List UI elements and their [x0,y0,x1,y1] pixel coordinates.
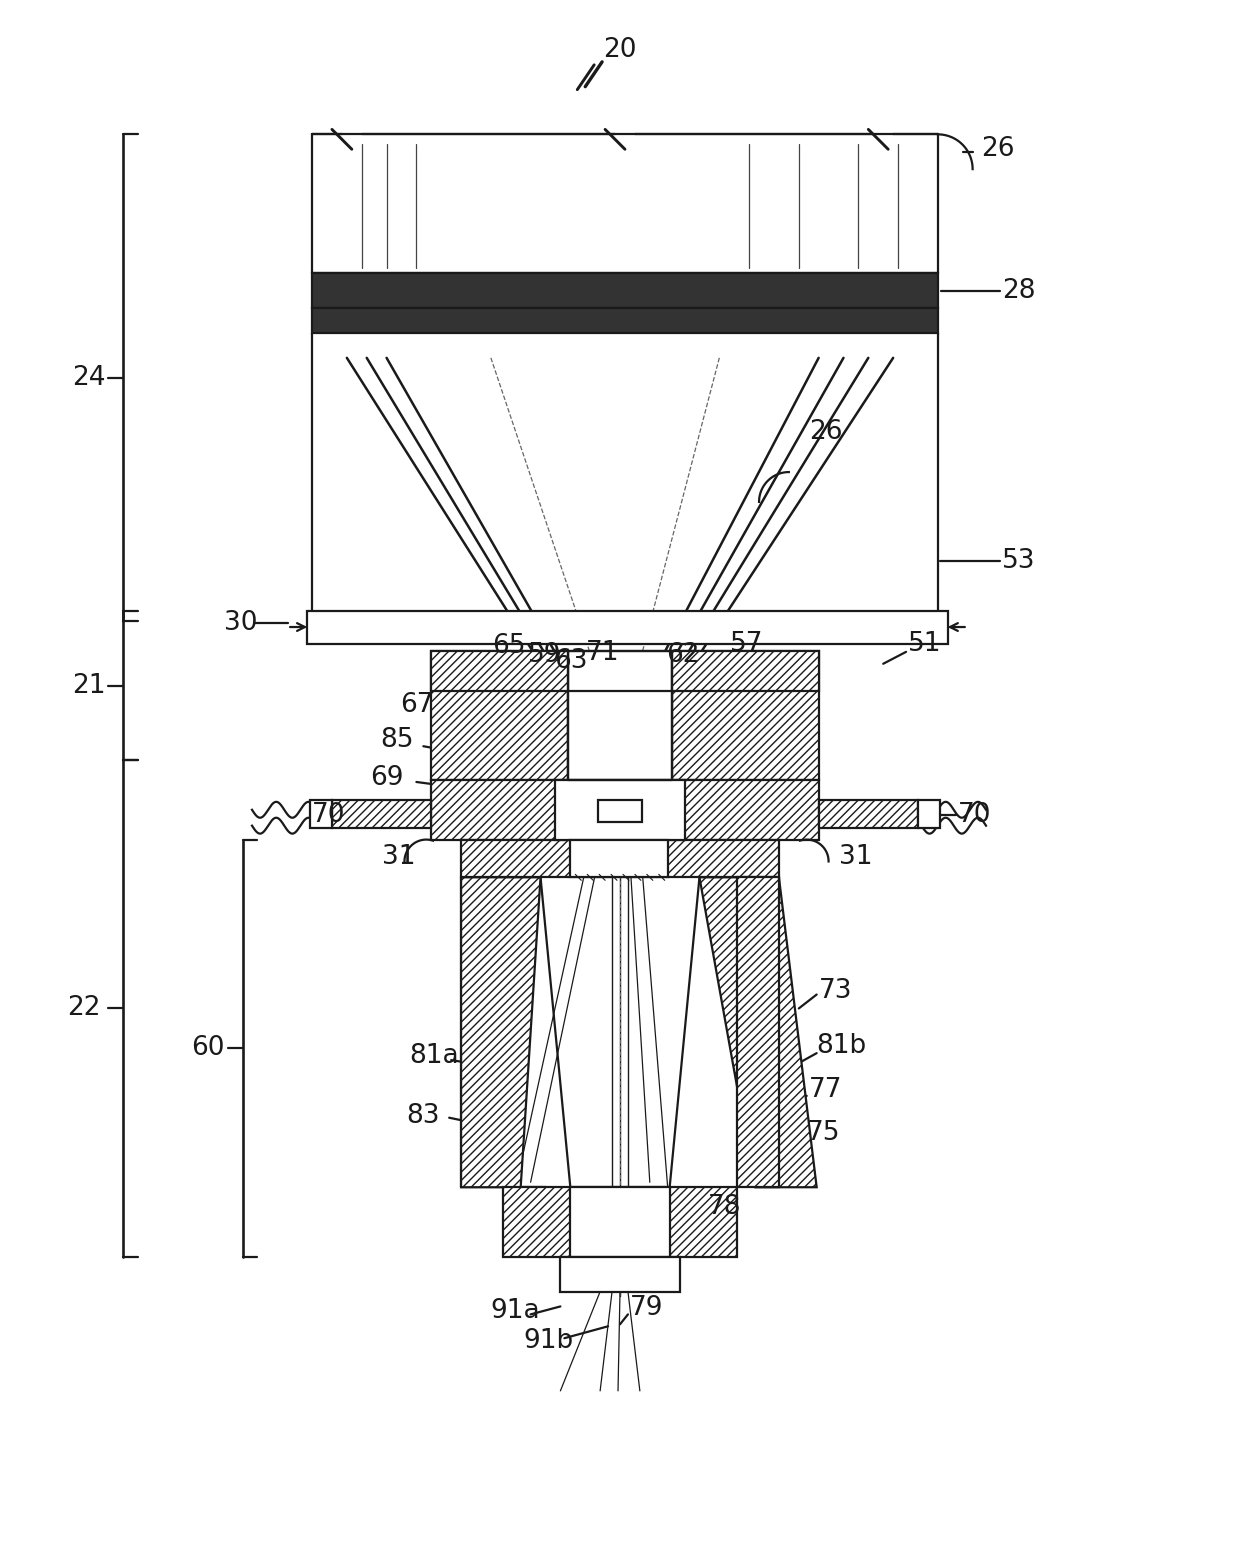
Text: 51: 51 [908,631,941,657]
Bar [308,612,947,645]
Polygon shape [432,651,568,780]
Text: 91b: 91b [523,1328,574,1355]
Polygon shape [432,780,818,839]
Text: 73: 73 [818,978,852,1004]
Bar [560,1256,680,1291]
Text: 22: 22 [67,995,100,1021]
Text: 70: 70 [957,802,991,828]
Text: 91a: 91a [491,1299,541,1325]
Text: 81b: 81b [817,1034,867,1059]
Bar [570,1188,670,1256]
Text: 53: 53 [1002,548,1035,575]
Text: 26: 26 [808,419,842,445]
Text: 62: 62 [666,641,699,668]
Text: 79: 79 [630,1295,663,1322]
Polygon shape [432,651,568,691]
Bar [570,839,667,877]
Text: 67: 67 [399,693,433,718]
Text: 63: 63 [554,648,588,674]
Polygon shape [672,651,818,780]
Text: 60: 60 [191,1035,224,1062]
Bar [918,800,940,828]
Text: 57: 57 [730,631,764,657]
Text: 21: 21 [72,673,105,699]
Text: 26: 26 [981,137,1014,162]
Bar [598,800,642,822]
Text: 28: 28 [1002,279,1035,304]
Polygon shape [461,877,541,1188]
Polygon shape [461,839,779,877]
Text: 59: 59 [528,641,562,668]
Text: 69: 69 [370,764,403,791]
Bar [310,800,332,828]
Bar [556,780,684,839]
Text: 78: 78 [707,1194,742,1221]
Text: 85: 85 [379,727,413,754]
Text: 71: 71 [587,640,620,666]
Polygon shape [672,651,818,691]
Text: 83: 83 [407,1102,440,1129]
Bar [309,613,946,641]
Text: 31: 31 [838,844,872,870]
Text: 70: 70 [312,802,346,828]
Text: 20: 20 [603,37,637,62]
Bar [312,274,937,308]
Text: 65: 65 [492,632,526,659]
Text: 77: 77 [808,1077,842,1102]
Polygon shape [699,877,817,1188]
Polygon shape [818,800,918,828]
Text: 30: 30 [223,610,258,637]
Polygon shape [738,877,779,1188]
Bar [312,308,937,333]
Text: 31: 31 [382,844,415,870]
Text: 75: 75 [807,1119,841,1146]
Polygon shape [502,1188,738,1256]
Polygon shape [332,800,432,828]
Bar [568,651,672,780]
Text: 24: 24 [72,364,105,391]
Text: 81a: 81a [409,1043,459,1070]
